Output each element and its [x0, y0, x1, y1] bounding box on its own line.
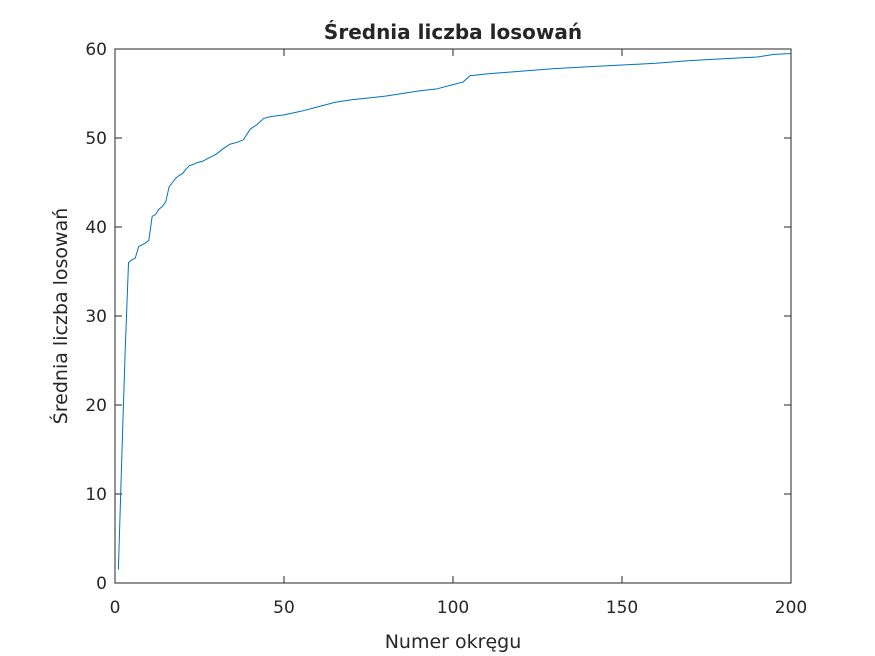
x-tick-label: 150 — [606, 598, 638, 618]
y-tick-label: 30 — [85, 307, 107, 327]
ticks-group — [114, 48, 792, 584]
x-tick-label: 50 — [273, 598, 295, 618]
y-axis-label: Średnia liczba losowań — [48, 208, 72, 425]
y-tick-label: 10 — [85, 485, 107, 505]
x-tick-label: 0 — [110, 598, 121, 618]
series-line — [117, 52, 792, 570]
y-tick-label: 0 — [96, 574, 107, 594]
y-tick-label: 20 — [85, 396, 107, 416]
chart-title: Średnia liczba losowań — [324, 20, 582, 44]
plot-area — [114, 48, 792, 584]
y-tick-label: 50 — [85, 129, 107, 149]
tick-labels-group: 0 50 100 150 200 0 10 20 30 40 50 60 — [85, 40, 807, 618]
x-axis-label: Numer okręgu — [385, 631, 522, 653]
y-tick-label: 40 — [85, 218, 107, 238]
y-tick-label: 60 — [85, 40, 107, 60]
x-tick-label: 100 — [437, 598, 469, 618]
x-tick-label: 200 — [775, 598, 807, 618]
